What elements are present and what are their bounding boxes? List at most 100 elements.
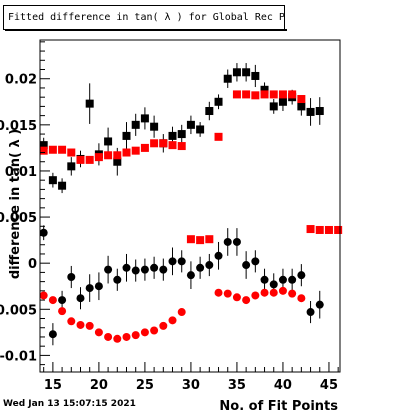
data-point-circle bbox=[196, 263, 205, 272]
data-point-circle bbox=[122, 263, 131, 272]
data-point-square bbox=[104, 137, 113, 146]
data-point-square bbox=[39, 141, 48, 150]
data-point-circle bbox=[159, 321, 168, 330]
data-point-square bbox=[223, 74, 232, 83]
x-tick-label: 20 bbox=[90, 378, 108, 393]
chart-title: Fitted difference in tan( λ ) for Global… bbox=[3, 5, 285, 30]
data-point-square bbox=[278, 97, 287, 106]
title-box-shadow bbox=[5, 29, 287, 31]
data-point-square bbox=[122, 131, 131, 140]
data-point-square bbox=[306, 225, 315, 234]
data-point-circle bbox=[260, 275, 269, 284]
y-tick-label: 0.02 bbox=[5, 73, 37, 88]
data-point-square bbox=[150, 139, 159, 148]
y-tick-label: 0.01 bbox=[5, 165, 37, 180]
data-point-square bbox=[214, 97, 223, 106]
axes: 15 20 25 30 35 40 45 -0.01 -0.005 0 0.005 0.01 0.015… bbox=[0, 41, 339, 393]
data-point-circle bbox=[269, 288, 278, 297]
chart-marks bbox=[39, 63, 343, 346]
data-point-square bbox=[58, 181, 67, 190]
data-point-circle bbox=[85, 321, 94, 330]
data-point-square bbox=[168, 141, 177, 150]
data-point-circle bbox=[306, 308, 315, 317]
data-point-square bbox=[113, 151, 122, 160]
data-point-circle bbox=[214, 288, 223, 297]
data-point-square bbox=[39, 146, 48, 155]
data-point-square bbox=[297, 95, 306, 104]
data-point-square bbox=[186, 120, 195, 129]
data-point-circle bbox=[232, 293, 241, 302]
data-point-square bbox=[85, 155, 94, 164]
data-point-circle bbox=[278, 286, 287, 295]
x-tick-label: 25 bbox=[136, 378, 154, 393]
data-point-circle bbox=[177, 257, 186, 266]
data-point-circle bbox=[159, 265, 168, 274]
data-point-circle bbox=[122, 332, 131, 341]
y-tick-label: 0 bbox=[28, 257, 37, 272]
data-point-square bbox=[67, 162, 76, 171]
data-point-circle bbox=[131, 331, 140, 340]
data-point-circle bbox=[140, 328, 149, 337]
data-point-circle bbox=[232, 237, 241, 246]
data-point-circle bbox=[288, 275, 297, 284]
data-point-square bbox=[324, 225, 333, 234]
data-point-square bbox=[48, 176, 57, 185]
data-point-square bbox=[334, 225, 343, 234]
data-point-square bbox=[177, 130, 186, 139]
data-point-square bbox=[251, 91, 260, 100]
data-point-circle bbox=[315, 300, 324, 309]
data-point-square bbox=[297, 102, 306, 111]
data-point-square bbox=[260, 90, 269, 99]
data-point-square bbox=[48, 145, 57, 154]
y-axis-label: difference in tan( λ ) bbox=[8, 129, 23, 279]
data-point-square bbox=[260, 85, 269, 94]
data-point-circle bbox=[104, 265, 113, 274]
data-point-square bbox=[205, 235, 214, 244]
data-point-square bbox=[269, 102, 278, 111]
data-point-circle bbox=[104, 332, 113, 341]
data-point-square bbox=[150, 122, 159, 131]
data-point-square bbox=[67, 148, 76, 157]
data-point-square bbox=[196, 125, 205, 134]
data-point-circle bbox=[168, 316, 177, 325]
data-point-square bbox=[242, 68, 251, 77]
data-point-circle bbox=[186, 271, 195, 280]
data-point-circle bbox=[67, 317, 76, 326]
data-point-circle bbox=[39, 291, 48, 300]
data-point-square bbox=[288, 90, 297, 99]
data-point-square bbox=[104, 151, 113, 160]
y-tick-label: -0.005 bbox=[0, 303, 37, 318]
data-point-circle bbox=[168, 257, 177, 266]
data-point-square bbox=[58, 145, 67, 154]
data-point-square bbox=[94, 153, 103, 162]
plot-frame bbox=[39, 39, 341, 373]
data-point-circle bbox=[39, 228, 48, 237]
x-axis-label: No. of Fit Points bbox=[219, 399, 338, 414]
data-point-square bbox=[159, 139, 168, 148]
data-point-square bbox=[140, 143, 149, 152]
data-point-circle bbox=[288, 289, 297, 298]
data-point-circle bbox=[269, 280, 278, 289]
data-point-square bbox=[131, 146, 140, 155]
data-point-circle bbox=[297, 294, 306, 303]
data-point-circle bbox=[48, 296, 57, 305]
data-point-circle bbox=[223, 237, 232, 246]
data-point-circle bbox=[242, 261, 251, 270]
data-point-circle bbox=[150, 263, 159, 272]
x-tick-label: 15 bbox=[44, 378, 62, 393]
data-point-square bbox=[177, 142, 186, 151]
y-tick-label: -0.01 bbox=[0, 349, 37, 364]
data-point-circle bbox=[67, 273, 76, 282]
data-point-square bbox=[315, 225, 324, 234]
y-tick-label: 0.005 bbox=[0, 211, 37, 226]
data-point-circle bbox=[150, 326, 159, 335]
data-point-square bbox=[306, 107, 315, 116]
data-point-circle bbox=[76, 294, 85, 303]
data-point-square bbox=[76, 155, 85, 164]
data-point-square bbox=[315, 107, 324, 116]
data-point-circle bbox=[251, 257, 260, 266]
data-point-circle bbox=[278, 275, 287, 284]
data-point-square bbox=[232, 68, 241, 77]
data-point-circle bbox=[177, 308, 186, 317]
